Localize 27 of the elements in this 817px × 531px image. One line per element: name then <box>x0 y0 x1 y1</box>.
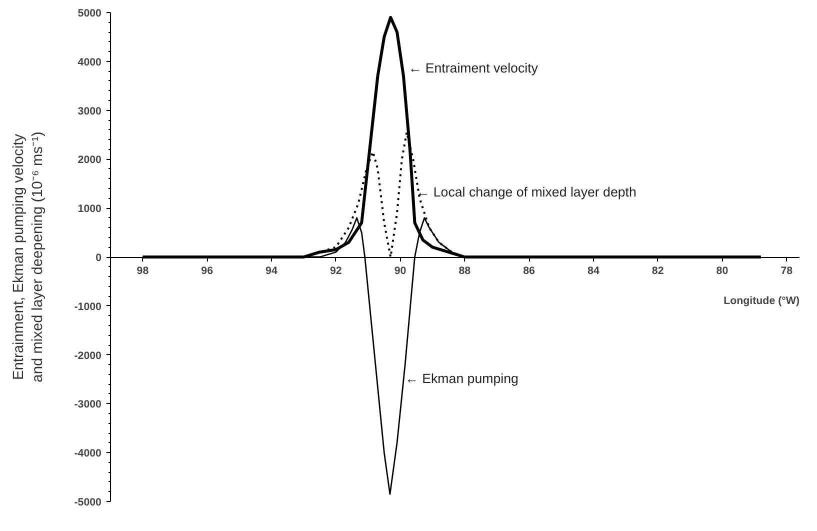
annotation: ← Local change of mixed layer depth <box>416 184 636 200</box>
x-axis-title: Longitude (°W) <box>724 295 800 307</box>
y-tick-label: -2000 <box>74 350 102 362</box>
x-tick-label: 84 <box>588 265 600 277</box>
x-tick-label: 94 <box>266 265 278 277</box>
y-tick-label: -3000 <box>74 398 102 411</box>
y-tick-label: 4000 <box>78 56 102 68</box>
y-tick-label: -4000 <box>74 448 102 460</box>
x-tick-label: 96 <box>201 265 214 277</box>
x-tick-label: 88 <box>458 265 471 277</box>
y-tick-label: 2000 <box>78 154 102 166</box>
x-tick-label: 92 <box>330 265 342 277</box>
y-tick-label: -5000 <box>74 496 102 508</box>
y-tick-label: 3000 <box>78 105 102 118</box>
y-axis-title: Entrainment, Ekman pumping velocity and mixed layer deepening (10⁻⁶ ms⁻¹) <box>11 132 46 382</box>
annotation: ← Entraiment velocity <box>408 60 538 76</box>
x-tick-label: 78 <box>780 265 793 277</box>
x-tick-label: 82 <box>652 265 664 277</box>
x-tick-label: 86 <box>523 265 536 277</box>
y-tick-label: -1000 <box>74 300 102 313</box>
annotation: ← Ekman pumping <box>405 370 518 386</box>
x-tick-label: 80 <box>716 265 728 277</box>
y-tick-label: 1000 <box>78 203 102 216</box>
y-tick-label: 5000 <box>78 8 102 20</box>
x-tick-label: 98 <box>136 265 149 277</box>
x-tick-label: 90 <box>394 265 406 277</box>
y-tick-label: 0 <box>96 252 102 264</box>
